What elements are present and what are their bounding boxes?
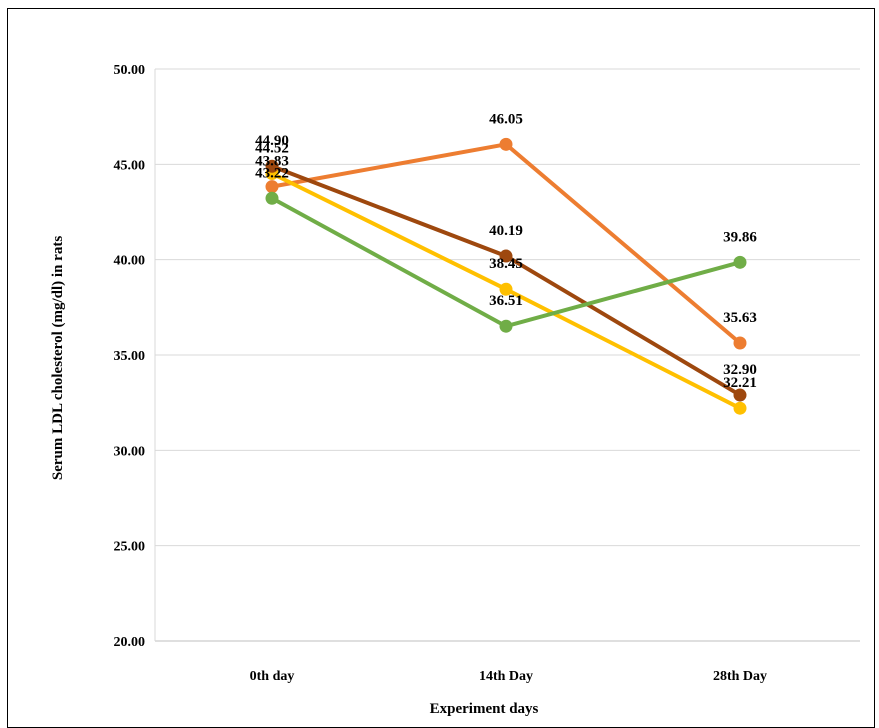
data-label: 46.05: [489, 111, 523, 127]
x-tick-label: 0th day: [250, 669, 295, 684]
data-label: 36.51: [489, 293, 523, 309]
data-label: 43.83: [255, 154, 289, 170]
data-point: [499, 282, 513, 296]
y-tick-label: 20.00: [114, 635, 146, 650]
y-axis-ticks: 20.00 25.00 30.00 35.00 40.00 45.00 50.00: [114, 63, 146, 650]
series-lines: [271, 142, 742, 410]
data-point: [733, 336, 747, 350]
y-tick-label: 30.00: [114, 444, 146, 459]
data-point: [265, 159, 279, 173]
data-label: 40.19: [489, 223, 523, 239]
chart-frame: [7, 8, 875, 728]
data-label: 44.90: [255, 133, 289, 149]
data-label: 38.45: [489, 256, 523, 272]
data-label: 32.90: [723, 362, 757, 378]
y-tick-label: 45.00: [114, 158, 146, 173]
y-tick-label: 25.00: [114, 540, 146, 555]
x-axis-ticks: 0th day 14th Day 28th Day: [250, 669, 767, 684]
y-tick-label: 35.00: [114, 349, 146, 364]
x-axis-title: Experiment days: [430, 701, 539, 717]
data-label: 32.21: [723, 375, 757, 391]
data-point: [265, 191, 279, 205]
data-point: [733, 388, 747, 402]
y-tick-label: 50.00: [114, 63, 146, 78]
data-point: [499, 137, 513, 151]
data-label: 35.63: [723, 310, 757, 326]
data-label: 44.52: [255, 140, 289, 156]
data-point: [499, 319, 513, 333]
x-tick-label: 14th Day: [479, 669, 533, 684]
x-tick-label: 28th Day: [713, 669, 767, 684]
data-label: 39.86: [723, 229, 757, 245]
data-point: [733, 255, 747, 269]
data-labels: 43.83 46.05 35.63 44.52 38.45 32.21 44.90 40.19…: [255, 111, 757, 391]
data-point: [499, 249, 513, 263]
series-points: [265, 137, 747, 415]
data-label: 43.22: [255, 165, 289, 181]
data-point: [265, 180, 279, 194]
series-line: [271, 142, 742, 345]
y-tick-label: 40.00: [114, 254, 146, 269]
data-point: [733, 401, 747, 415]
y-axis-title: Serum LDL cholesterol (mg/dl) in rats: [50, 236, 66, 480]
